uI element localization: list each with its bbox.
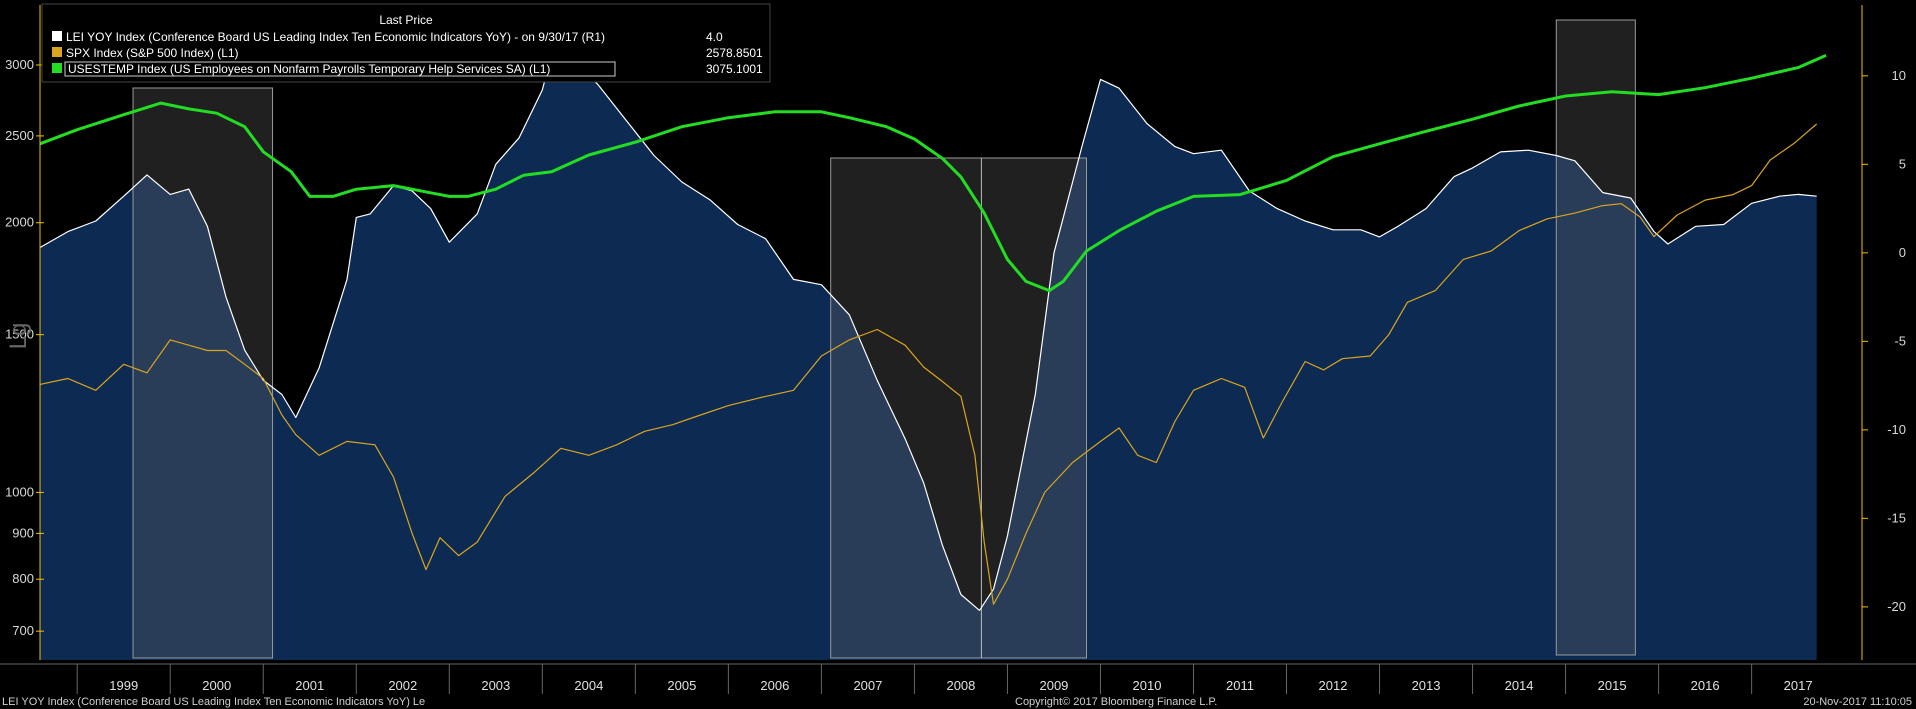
year-label: 2001 — [295, 678, 324, 693]
legend-label-lei: LEI YOY Index (Conference Board US Leadi… — [66, 30, 605, 44]
temp-line — [39, 54, 1827, 293]
right-tick-label: 0 — [1899, 245, 1906, 260]
year-label: 1999 — [109, 678, 138, 693]
shaded-period — [830, 157, 1088, 659]
left-tick-label: 2000 — [5, 215, 34, 230]
year-label: 2010 — [1133, 678, 1162, 693]
legend-highlight-box — [64, 61, 616, 77]
footer: LEI YOY Index (Conference Board US Leadi… — [2, 696, 1912, 708]
year-label: 2017 — [1784, 678, 1813, 693]
year-label: 2000 — [202, 678, 231, 693]
lei-area-layer — [40, 54, 1817, 661]
footer-center: Copyright© 2017 Bloomberg Finance L.P. — [1015, 696, 1217, 708]
year-label: 2006 — [760, 678, 789, 693]
footer-right: 20-Nov-2017 11:10:05 — [1803, 696, 1912, 708]
year-label: 2007 — [853, 678, 882, 693]
left-tick-label: 800 — [12, 571, 34, 586]
spx-line — [39, 123, 1818, 605]
year-label: 2016 — [1691, 678, 1720, 693]
right-tick-label: -5 — [1894, 333, 1906, 348]
year-label: 2012 — [1319, 678, 1348, 693]
year-label: 2009 — [1039, 678, 1068, 693]
legend-value-spx: 2578.8501 — [706, 46, 763, 60]
year-label: 2003 — [481, 678, 510, 693]
right-tick-label: 10 — [1892, 68, 1906, 83]
lei-line — [39, 53, 1817, 612]
series-lines-layer — [39, 53, 1827, 612]
legend-swatch-spx — [52, 47, 62, 57]
legend-value-lei: 4.0 — [706, 30, 723, 44]
lei-area — [40, 54, 1817, 661]
legend-value-temp: 3075.1001 — [706, 62, 763, 76]
shaded-periods-layer — [132, 19, 1636, 659]
footer-left: LEI YOY Index (Conference Board US Leadi… — [2, 696, 425, 708]
legend: Last Price LEI YOY Index (Conference Boa… — [41, 3, 771, 83]
right-tick-label: 5 — [1899, 156, 1906, 171]
left-tick-label: 3000 — [5, 57, 34, 72]
year-label: 2011 — [1226, 678, 1254, 693]
left-tick-label: 900 — [12, 525, 34, 540]
year-label: 2004 — [574, 678, 603, 693]
shaded-period — [132, 87, 274, 659]
right-tick-label: -10 — [1887, 422, 1906, 437]
right-tick-label: -15 — [1887, 510, 1906, 525]
legend-box — [41, 3, 771, 83]
left-scale-label: Lg — [5, 323, 32, 350]
year-label: 2008 — [946, 678, 975, 693]
legend-header: Last Price — [379, 13, 433, 27]
left-tick-label: 1500 — [5, 327, 34, 342]
year-label: 2005 — [667, 678, 696, 693]
axes-layer: 700 800 900 1000 1500 2000 2500 3000 -20 -15 -10 -5… — [0, 5, 1916, 694]
year-label: 2013 — [1412, 678, 1441, 693]
left-tick-label: 2500 — [5, 128, 34, 143]
legend-swatch-temp — [52, 63, 62, 73]
right-tick-label: -20 — [1887, 599, 1906, 614]
legend-swatch-lei — [52, 31, 62, 41]
shaded-period — [1555, 19, 1636, 656]
left-tick-label: 1000 — [5, 484, 34, 499]
legend-label-spx: SPX Index (S&P 500 Index) (L1) — [66, 46, 239, 60]
year-label: 2014 — [1505, 678, 1534, 693]
year-label: 2002 — [388, 678, 417, 693]
legend-label-temp: USESTEMP Index (US Employees on Nonfarm … — [68, 62, 550, 76]
left-tick-label: 700 — [12, 623, 34, 638]
year-label: 2015 — [1598, 678, 1627, 693]
